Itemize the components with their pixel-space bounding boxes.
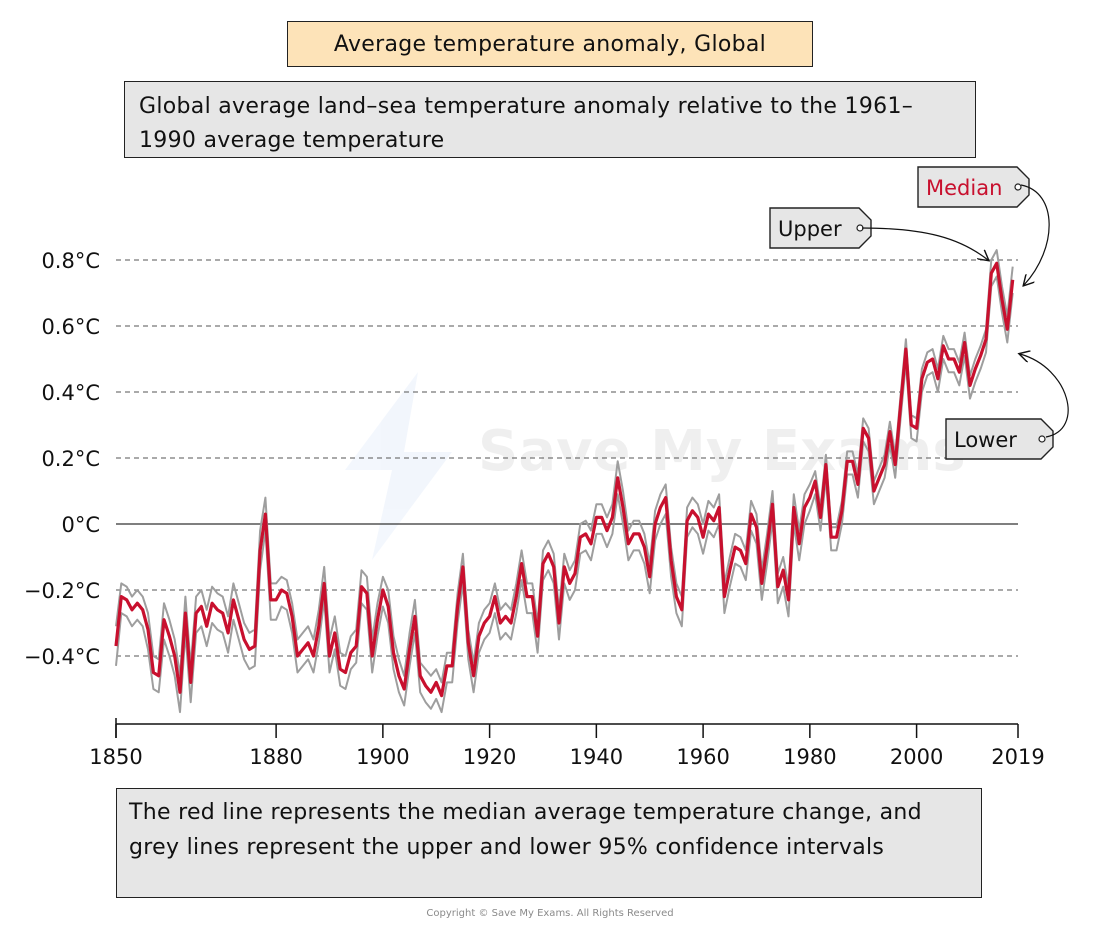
chart-subtitle: Global average land–sea temperature anom…: [124, 81, 976, 158]
x-tick-label: 1880: [249, 745, 302, 769]
x-tick-label: 2000: [890, 745, 943, 769]
annotation-tag-lower: Lower: [945, 354, 1069, 460]
x-tick-label: 1960: [676, 745, 729, 769]
series-line-median: [114, 261, 1015, 698]
tag-label: Lower: [954, 428, 1017, 452]
x-tick-label: 1980: [783, 745, 836, 769]
annotations: Median Upper Lower: [769, 166, 1069, 460]
annotation-tag-median: Median: [917, 166, 1050, 285]
y-axis-labels: −0.4°C −0.2°C 0°C 0.2°C 0.4°C 0.6°C 0.8°C: [24, 249, 100, 669]
tag-shape: [769, 207, 872, 249]
x-tick-label: 1900: [356, 745, 409, 769]
annotation-arrow: [861, 227, 988, 260]
chart-title: Average temperature anomaly, Global: [287, 21, 813, 67]
x-tick-label: 1940: [570, 745, 623, 769]
tag-hole-icon: [1014, 183, 1022, 191]
tag-label: Median: [926, 176, 1002, 200]
watermark-logo-icon: [345, 372, 452, 560]
y-tick-label: −0.2°C: [24, 579, 100, 603]
x-tick-label: 1920: [463, 745, 516, 769]
axes: [115, 718, 1019, 738]
y-tick-label: −0.4°C: [24, 645, 100, 669]
tag-label: Upper: [778, 217, 842, 241]
annotation-arrow: [1020, 184, 1050, 285]
x-tick-label: 2019: [991, 745, 1044, 769]
x-tick-label: 1850: [89, 745, 142, 769]
series-line-lower: [115, 275, 1014, 714]
y-tick-label: 0.6°C: [41, 315, 100, 339]
annotation-tag-upper: Upper: [769, 207, 988, 260]
annotation-arrow: [1020, 354, 1069, 438]
y-tick-label: 0.8°C: [41, 249, 100, 273]
copyright-text: Copyright © Save My Exams. All Rights Re…: [426, 908, 674, 919]
tag-hole-icon: [1038, 435, 1046, 443]
tag-shape: [945, 418, 1054, 460]
x-axis-labels: 1850 1880 1900 1920 1940 1960 1980 2000 2019: [89, 745, 1044, 769]
y-tick-label: 0.2°C: [41, 447, 100, 471]
series-line-upper: [115, 249, 1014, 684]
y-tick-label: 0.4°C: [41, 381, 100, 405]
tag-shape: [917, 166, 1030, 208]
series-lines: [114, 249, 1015, 714]
chart-note: The red line represents the median avera…: [116, 788, 982, 898]
y-tick-label: 0°C: [61, 513, 100, 537]
